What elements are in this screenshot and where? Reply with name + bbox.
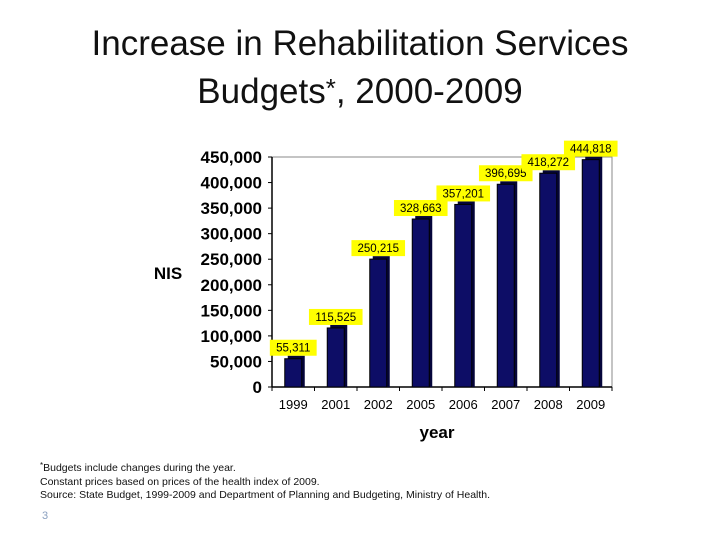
data-label: 444,818 bbox=[563, 140, 618, 157]
x-tick-label: 2006 bbox=[449, 397, 478, 412]
slide-title-line-2: Budgets*, 2000-2009 bbox=[0, 66, 720, 114]
footnote-2: Constant prices based on prices of the h… bbox=[40, 475, 320, 488]
data-label-background bbox=[521, 154, 576, 171]
footnote-asterisk: * bbox=[40, 461, 44, 470]
data-label: 55,311 bbox=[269, 339, 317, 356]
y-tick-label: 150,000 bbox=[201, 301, 262, 320]
data-label-background bbox=[436, 185, 491, 202]
data-label-text: 250,215 bbox=[357, 243, 399, 255]
x-axis-title: year bbox=[420, 423, 455, 442]
y-tick-label: 250,000 bbox=[201, 250, 262, 269]
data-label: 357,201 bbox=[436, 185, 491, 202]
data-label: 250,215 bbox=[351, 240, 406, 257]
bar bbox=[454, 203, 473, 388]
slide-title: Increase in Rehabilitation Services Budg… bbox=[0, 22, 720, 114]
data-label-background bbox=[308, 308, 363, 325]
bar bbox=[496, 183, 515, 388]
footnote-1: *Budgets include changes during the year… bbox=[40, 459, 490, 476]
y-tick-label: 400,000 bbox=[201, 174, 262, 193]
x-tick-label: 1999 bbox=[279, 397, 308, 412]
bar bbox=[411, 218, 430, 388]
footnote-3: Source: State Budget, 1999-2009 and Depa… bbox=[40, 489, 491, 501]
bar bbox=[326, 327, 345, 388]
data-label-text: 115,525 bbox=[315, 312, 356, 324]
y-tick-label: 450,000 bbox=[201, 148, 262, 167]
data-label-text: 418,272 bbox=[527, 157, 569, 169]
bar bbox=[539, 172, 558, 388]
footnotes: *Budgets include changes during the year… bbox=[40, 459, 490, 503]
x-tick-label: 2008 bbox=[534, 397, 563, 412]
slide-title-line-1: Increase in Rehabilitation Services bbox=[91, 24, 629, 63]
bar bbox=[284, 358, 303, 388]
data-label-background bbox=[393, 200, 448, 217]
x-tick-label: 2009 bbox=[576, 397, 605, 412]
bar bbox=[369, 258, 388, 388]
y-tick-label: 350,000 bbox=[201, 199, 262, 218]
data-label-text: 357,201 bbox=[442, 188, 484, 200]
data-label-background bbox=[478, 165, 533, 182]
y-tick-label: 200,000 bbox=[201, 276, 262, 295]
data-label: 396,695 bbox=[478, 165, 533, 182]
data-label-background bbox=[269, 339, 317, 356]
y-tick-label: 50,000 bbox=[210, 352, 262, 371]
data-label-text: 444,818 bbox=[570, 144, 612, 156]
x-tick-label: 2001 bbox=[321, 397, 350, 412]
x-tick-label: 2002 bbox=[364, 397, 393, 412]
title-asterisk: * bbox=[325, 73, 336, 103]
data-label: 115,525 bbox=[308, 308, 363, 325]
data-label-text: 55,311 bbox=[276, 343, 310, 355]
bar bbox=[581, 159, 600, 388]
data-label: 418,272 bbox=[521, 154, 576, 171]
title-years: , 2000-2009 bbox=[335, 72, 523, 111]
slide-number: 3 bbox=[42, 510, 49, 522]
y-tick-label: 100,000 bbox=[201, 327, 262, 346]
footnote-1-text: Budgets include changes during the year. bbox=[43, 462, 236, 474]
y-axis-title: NIS bbox=[154, 264, 182, 283]
y-tick-label: 300,000 bbox=[201, 225, 262, 244]
data-label: 328,663 bbox=[393, 200, 448, 217]
data-label-background bbox=[563, 140, 618, 157]
x-tick-label: 2005 bbox=[406, 397, 435, 412]
data-label-background bbox=[351, 240, 406, 257]
y-tick-label: 0 bbox=[253, 378, 262, 397]
title-budgets: Budgets bbox=[197, 72, 326, 111]
data-label-text: 396,695 bbox=[485, 168, 527, 180]
data-label-text: 328,663 bbox=[400, 203, 442, 215]
x-tick-label: 2007 bbox=[491, 397, 520, 412]
